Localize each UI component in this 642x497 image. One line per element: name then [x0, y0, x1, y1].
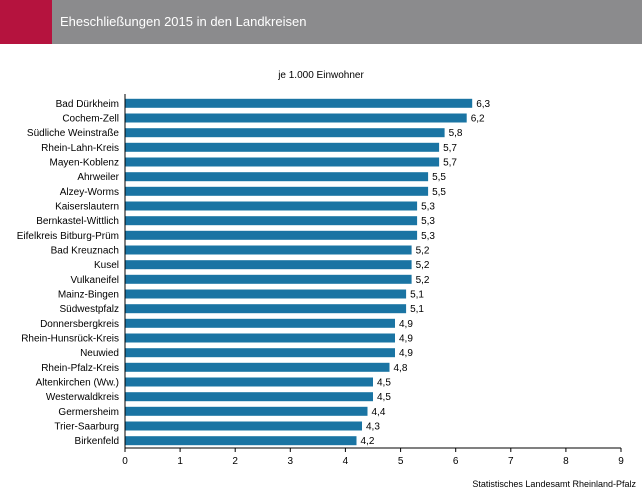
- bar: [125, 260, 412, 270]
- header-bar: [0, 0, 642, 44]
- source-note: Statistisches Landesamt Rheinland-Pfalz: [472, 479, 636, 489]
- value-label: 5,7: [443, 158, 457, 169]
- value-label: 4,3: [366, 422, 380, 433]
- x-tick-label: 4: [343, 456, 349, 467]
- category-label: Trier-Saarburg: [54, 422, 119, 433]
- header-accent: [0, 0, 52, 44]
- value-label: 4,5: [377, 378, 391, 389]
- category-label: Altenkirchen (Ww.): [36, 378, 119, 389]
- value-label: 5,8: [449, 128, 463, 139]
- bar: [125, 201, 418, 211]
- x-tick-label: 9: [618, 456, 624, 467]
- value-label: 6,3: [476, 99, 490, 110]
- value-label: 5,3: [421, 202, 435, 213]
- x-tick-label: 6: [453, 456, 459, 467]
- category-label: Rhein-Lahn-Kreis: [41, 143, 119, 154]
- chart-title: Eheschließungen 2015 in den Landkreisen: [60, 14, 307, 29]
- category-label: Germersheim: [58, 407, 119, 418]
- bar: [125, 318, 395, 328]
- value-label: 4,5: [377, 392, 391, 403]
- value-label: 5,3: [421, 231, 435, 242]
- bar: [125, 333, 395, 343]
- x-tick-label: 3: [288, 456, 294, 467]
- value-label: 5,7: [443, 143, 457, 154]
- category-label: Donnersbergkreis: [40, 319, 119, 330]
- value-label: 5,3: [421, 216, 435, 227]
- bar: [125, 377, 373, 387]
- category-label: Mayen-Koblenz: [50, 158, 119, 169]
- value-label: 6,2: [471, 114, 485, 125]
- category-label: Ahrweiler: [77, 172, 119, 183]
- category-label: Kaiserslautern: [55, 202, 119, 213]
- value-label: 5,1: [410, 304, 424, 315]
- category-label: Rhein-Pfalz-Kreis: [41, 363, 119, 374]
- category-label: Birkenfeld: [75, 436, 119, 447]
- x-tick-label: 7: [508, 456, 514, 467]
- x-tick-label: 2: [232, 456, 238, 467]
- chart-subtitle: je 1.000 Einwohner: [278, 70, 364, 81]
- bar: [125, 436, 357, 446]
- category-label: Südliche Weinstraße: [27, 128, 120, 139]
- category-label: Eifelkreis Bitburg-Prüm: [17, 231, 119, 242]
- category-label: Rhein-Hunsrück-Kreis: [21, 334, 119, 345]
- x-tick-label: 1: [177, 456, 183, 467]
- value-label: 5,2: [416, 246, 430, 257]
- bar: [125, 98, 473, 108]
- bar: [125, 421, 362, 431]
- category-label: Mainz-Bingen: [58, 290, 119, 301]
- bar: [125, 113, 467, 123]
- value-label: 5,5: [432, 172, 446, 183]
- value-label: 4,8: [394, 363, 408, 374]
- bar: [125, 289, 407, 299]
- bar: [125, 186, 429, 196]
- bar: [125, 142, 440, 152]
- category-label: Neuwied: [80, 348, 119, 359]
- bar: [125, 230, 418, 240]
- bar: [125, 304, 407, 314]
- value-label: 5,1: [410, 290, 424, 301]
- bar: [125, 216, 418, 226]
- bar: [125, 348, 395, 358]
- bar: [125, 274, 412, 284]
- category-label: Südwestpfalz: [60, 304, 119, 315]
- x-tick-label: 0: [122, 456, 128, 467]
- value-label: 4,9: [399, 334, 413, 345]
- bar: [125, 128, 445, 138]
- bar: [125, 362, 390, 372]
- category-label: Vulkaneifel: [70, 275, 119, 286]
- category-label: Alzey-Worms: [60, 187, 119, 198]
- value-label: 4,4: [372, 407, 386, 418]
- value-label: 4,2: [361, 436, 375, 447]
- category-label: Westerwaldkreis: [46, 392, 119, 403]
- bar: [125, 157, 440, 167]
- x-tick-label: 5: [398, 456, 404, 467]
- value-label: 4,9: [399, 348, 413, 359]
- bar: [125, 392, 373, 402]
- value-label: 4,9: [399, 319, 413, 330]
- category-label: Bad Dürkheim: [56, 99, 119, 110]
- bar: [125, 172, 429, 182]
- x-tick-label: 8: [563, 456, 569, 467]
- category-label: Bad Kreuznach: [51, 246, 119, 257]
- category-label: Kusel: [94, 260, 119, 271]
- bar: [125, 245, 412, 255]
- bar: [125, 406, 368, 416]
- category-label: Cochem-Zell: [62, 114, 119, 125]
- value-label: 5,2: [416, 275, 430, 286]
- category-label: Bernkastel-Wittlich: [36, 216, 119, 227]
- value-label: 5,2: [416, 260, 430, 271]
- value-label: 5,5: [432, 187, 446, 198]
